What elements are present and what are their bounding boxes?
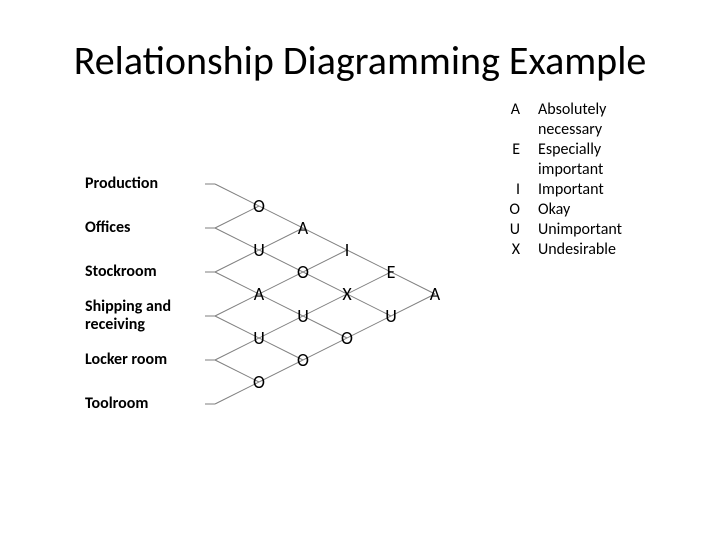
relationship-code: E	[387, 261, 396, 283]
relationship-code: U	[385, 305, 397, 327]
legend-description: Unimportant	[538, 220, 698, 240]
slide: Relationship Diagramming Example Product…	[0, 0, 720, 540]
department-label: Stockroom	[85, 262, 201, 281]
department-label: Toolroom	[85, 394, 201, 413]
department-label: Shipping andreceiving	[85, 298, 201, 334]
relationship-code: A	[254, 283, 264, 305]
relationship-code: U	[253, 239, 265, 261]
legend-code: X	[500, 240, 520, 259]
relationship-code: A	[430, 283, 440, 305]
relationship-code: O	[253, 195, 265, 217]
department-label: Offices	[85, 218, 201, 237]
legend-code: A	[500, 100, 520, 119]
legend-description: Especiallyimportant	[538, 140, 698, 180]
department-label: Production	[85, 174, 201, 193]
relationship-code: O	[253, 371, 265, 393]
legend-description: Undesirable	[538, 240, 698, 260]
department-label: Locker room	[85, 350, 201, 369]
legend-code: E	[500, 140, 520, 159]
legend-description: Absolutelynecessary	[538, 100, 698, 140]
relationship-code: X	[342, 283, 351, 305]
legend-code: U	[500, 220, 520, 239]
relationship-code: I	[345, 239, 350, 261]
legend-description: Okay	[538, 200, 698, 220]
relationship-code: U	[253, 327, 265, 349]
relationship-code: A	[298, 217, 308, 239]
legend-code: O	[500, 200, 520, 219]
relationship-code: U	[297, 305, 309, 327]
relationship-code: O	[297, 261, 309, 283]
legend-description: Important	[538, 180, 698, 200]
legend-code: I	[500, 180, 520, 199]
relationship-code: O	[341, 327, 353, 349]
relationship-code: O	[297, 349, 309, 371]
